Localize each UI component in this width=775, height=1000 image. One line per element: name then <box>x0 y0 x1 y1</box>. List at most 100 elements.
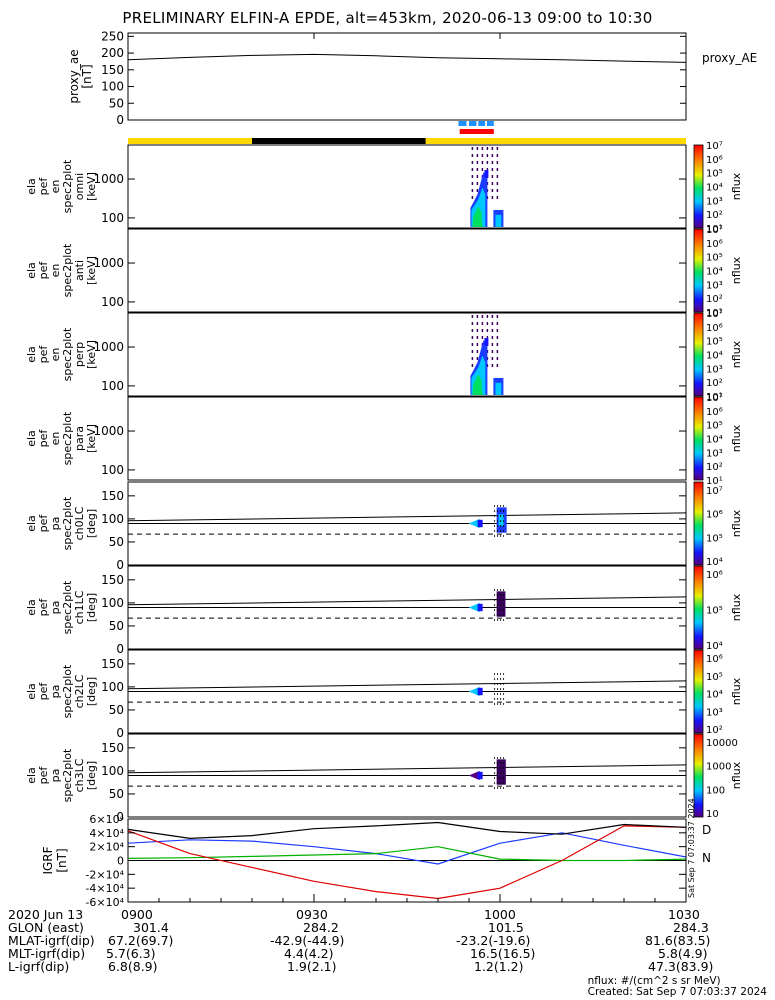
colorbar-tick-label: 1000 <box>706 762 731 773</box>
pitch-angle-flux-region <box>477 771 483 780</box>
pitch-angle-flux-region <box>477 519 483 528</box>
y-tick-label: -2×10⁴ <box>85 868 124 881</box>
ephemeris-value: 67.2(69.7) <box>108 933 174 948</box>
spectrogram-flux-region <box>484 338 489 346</box>
axis-label-energy: spec2plot <box>61 243 74 297</box>
colorbar-tick-label: 100 <box>706 785 725 796</box>
axis-label-pitch-angle: pa <box>49 685 62 699</box>
y-tick-label: 50 <box>109 703 124 717</box>
colorbar-tick-label: 10⁴ <box>706 183 723 194</box>
pitch-angle-flux-region <box>468 770 480 781</box>
colorbar-tick-label: 10⁴ <box>706 641 723 652</box>
loss-cone-line <box>127 680 687 690</box>
igrf-side-text: Sat Sep 7 07:03:37 2024 <box>687 798 696 898</box>
axis-label-energy: [keV] <box>85 340 98 369</box>
colorbar-tick-label: 10⁴ <box>706 267 723 278</box>
pitch-angle-data <box>468 505 507 540</box>
pitch-angle-flux-region <box>468 686 480 697</box>
panel-frame <box>127 565 687 650</box>
legend-proxy-ae: proxy_AE <box>702 51 757 65</box>
colorbar-tick-label: 10⁷ <box>706 393 723 404</box>
axis-label-igrf: IGRF <box>41 846 55 874</box>
y-tick-label: 100 <box>101 764 124 778</box>
colorbar <box>693 733 704 818</box>
y-tick-label: 100 <box>101 596 124 610</box>
pitch-angle-flux-region <box>477 687 483 696</box>
axis-label-igrf: [nT] <box>55 848 69 872</box>
pitch-angle-data <box>468 757 506 792</box>
panel-frame <box>127 32 687 121</box>
axis-label-pitch-angle: [deg] <box>85 509 98 538</box>
pitch-angle-data <box>468 673 505 708</box>
y-tick-label: 50 <box>109 96 124 110</box>
axis-label-energy: para <box>73 426 86 451</box>
ephemeris-row-date: 2020 Jun 13 0900 0930 1000 1030 <box>8 908 768 921</box>
colorbar-tick-label: 10¹ <box>706 476 723 487</box>
pitch-angle-flux-region <box>477 603 483 612</box>
ephemeris-value: 1.2(1.2) <box>474 959 524 974</box>
y-tick-label: -6×10⁴ <box>85 896 124 909</box>
axis-label-energy: ela <box>25 262 38 279</box>
igrf-side-label: D <box>702 823 711 837</box>
colorbar-tick-label: 10⁶ <box>706 239 723 250</box>
colorbar-tick-label: 10⁵ <box>706 253 723 264</box>
igrf-series-bx <box>127 832 687 865</box>
colorbar-title: nflux <box>730 761 743 789</box>
y-tick-label: 0 <box>116 810 124 824</box>
ephemeris-label: 2020 Jun 13 <box>8 907 84 922</box>
axis-label-pitch-angle: [deg] <box>85 761 98 790</box>
axis-label-pitch-angle: [deg] <box>85 593 98 622</box>
panel-frame <box>127 228 687 313</box>
y-tick-label: 100 <box>101 211 124 225</box>
igrf-series-by <box>127 846 687 862</box>
axis-label-energy: pef <box>37 429 50 448</box>
ephemeris-value: 4.4(4.2) <box>284 946 334 961</box>
nflux-units: nflux: #/(cm^2 s sr MeV) <box>587 975 721 987</box>
y-tick-label: 100 <box>101 512 124 526</box>
axis-label-pitch-angle: spec2plot <box>61 580 74 634</box>
colorbar-tick-label: 10¹ <box>706 308 723 319</box>
colorbar <box>693 396 704 481</box>
colorbar-tick-label: 10 <box>706 809 719 820</box>
colorbar-tick-label: 10² <box>706 725 723 736</box>
colorbar-tick-label: 10⁴ <box>706 435 723 446</box>
ephemeris-value: 284.3 <box>673 920 709 935</box>
axis-label-energy: ela <box>25 178 38 195</box>
axis-label-pitch-angle: ela <box>25 767 38 784</box>
axis-label-proxy-ae: [nT] <box>80 64 94 88</box>
y-tick-label: 100 <box>101 680 124 694</box>
ephemeris-row-l: L-igrf(dip) 6.8(8.9) 1.9(2.1) 1.2(1.2) 4… <box>8 960 768 973</box>
axis-label-pitch-angle: pa <box>49 601 62 615</box>
y-tick-label: 2×10⁴ <box>89 841 124 854</box>
ephemeris-label: GLON (east) <box>8 920 84 935</box>
ephemeris-table: 2020 Jun 13 0900 0930 1000 1030 GLON (ea… <box>8 908 768 1000</box>
igrf-side-label: N <box>702 851 711 865</box>
y-tick-label: 0 <box>116 113 124 127</box>
y-tick-label: -4×10⁴ <box>85 882 124 895</box>
ephemeris-value: 101.5 <box>488 920 524 935</box>
colorbar-title: nflux <box>730 593 743 621</box>
y-tick-label: 0 <box>116 642 124 656</box>
panel-frame <box>127 144 687 229</box>
ephemeris-label: MLAT-igrf(dip) <box>8 933 95 948</box>
axis-label-pitch-angle: [deg] <box>85 677 98 706</box>
axis-label-energy: omni <box>73 173 86 200</box>
axis-label-energy: perp <box>73 342 86 367</box>
axis-label-pitch-angle: pef <box>37 514 50 533</box>
axis-label-pitch-angle: ela <box>25 599 38 616</box>
colorbar-tick-label: 10³ <box>706 196 723 207</box>
energy-spectrogram-data <box>470 147 504 227</box>
y-tick-label: 150 <box>101 657 124 671</box>
fgm-collection-bar <box>486 121 494 126</box>
axis-label-pitch-angle: pef <box>37 766 50 785</box>
igrf-series-btotal <box>127 821 687 839</box>
axis-label-energy: en <box>49 180 62 194</box>
colorbar-tick-label: 10⁵ <box>706 533 723 544</box>
y-tick-label: 0 <box>116 558 124 572</box>
pitch-angle-flux-region <box>468 602 480 613</box>
colorbar-tick-label: 10⁵ <box>706 337 723 348</box>
axis-label-pitch-angle: pa <box>49 517 62 531</box>
colorbar-tick-label: 10⁴ <box>706 690 723 701</box>
axis-label-energy: anti <box>73 260 86 281</box>
axis-label-energy: pef <box>37 177 50 196</box>
